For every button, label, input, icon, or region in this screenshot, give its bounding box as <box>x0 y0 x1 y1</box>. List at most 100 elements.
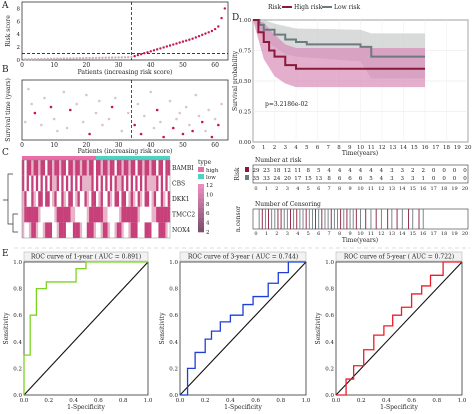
heatmap-cell <box>79 206 83 223</box>
km-xtick: 16 <box>422 145 429 151</box>
risk-score-point <box>136 53 140 57</box>
risk-score-point <box>65 57 69 60</box>
legend-gradient-step <box>198 208 204 214</box>
risk-score-point <box>94 56 98 60</box>
heatmap-cell <box>59 206 62 223</box>
km-xlabel: Time(years) <box>342 150 378 157</box>
heatmap-cell <box>59 160 62 176</box>
heatmap-cell <box>22 206 25 223</box>
panel-label-b: B <box>2 65 9 75</box>
risk-table-cell: 15 <box>305 176 312 182</box>
heatmap-cell <box>109 191 113 207</box>
heatmap-cell <box>93 222 97 238</box>
heatmap-cell <box>100 191 104 207</box>
heatmap-cell <box>135 160 138 176</box>
risk-score-point <box>40 57 43 61</box>
heatmap-cell <box>56 175 60 192</box>
heatmap-cell <box>112 160 115 176</box>
heatmap-cell <box>28 175 32 192</box>
heatmap-cell <box>98 160 101 176</box>
km-line-high-risk <box>253 19 425 70</box>
heatmap-cell <box>84 206 87 223</box>
heatmap-dendrogram <box>3 173 18 233</box>
risk-table-xtick: 18 <box>441 186 447 192</box>
heatmap-cell <box>142 222 145 238</box>
panel-b-xtick: 30 <box>115 142 123 149</box>
heatmap-cell <box>89 191 92 207</box>
risk-table-cell: 3 <box>390 168 394 174</box>
heatmap-cell <box>52 191 55 207</box>
heatmap-cell <box>49 191 53 207</box>
heatmap-cell <box>47 206 50 223</box>
survival-time-point <box>88 132 91 136</box>
censor-xlabel: Time(years) <box>342 237 378 244</box>
heatmap-cell <box>72 206 76 223</box>
survival-time-point <box>197 114 201 118</box>
survival-time-point <box>62 90 66 94</box>
heatmap-cell <box>105 175 108 192</box>
risk-table-xtick: 4 <box>296 186 299 192</box>
heatmap-cell <box>61 222 64 238</box>
heatmap-cell <box>28 222 32 238</box>
heatmap-cell <box>79 191 83 207</box>
roc-diagonal-e5 <box>335 261 463 396</box>
heatmap-cell <box>153 222 157 238</box>
heatmap-cell <box>52 175 55 192</box>
heatmap-cell <box>112 206 115 223</box>
heatmap-cell <box>31 222 34 238</box>
survival-time-point <box>213 117 217 121</box>
roc-ytick-e5: 0.4 <box>325 340 334 346</box>
survival-time-point <box>181 132 185 136</box>
legend-scale-tick: 12 <box>206 183 213 189</box>
km-ytick: 0.75 <box>239 49 252 55</box>
heatmap-cell <box>28 160 32 176</box>
censor-xtick: 4 <box>296 231 299 237</box>
heatmap-cell <box>98 175 101 192</box>
heatmap-type-bar-low <box>96 156 170 160</box>
roc-xtick-e3: 0.4 <box>226 398 235 404</box>
heatmap-cell <box>146 222 150 238</box>
heatmap-cell <box>156 191 159 207</box>
risk-score-point <box>168 44 172 47</box>
heatmap-cell <box>45 206 48 223</box>
heatmap-cell <box>163 160 166 176</box>
heatmap-cell <box>72 160 76 176</box>
legend-high-label: high <box>206 168 219 174</box>
risk-score-point <box>127 55 130 59</box>
risk-score-point <box>139 53 143 56</box>
survival-time-point <box>75 102 79 106</box>
km-xtick: 17 <box>432 145 439 151</box>
km-ytick: 0.50 <box>239 79 252 85</box>
heatmap-cell <box>26 160 30 176</box>
heatmap-cell <box>38 160 41 176</box>
censor-xtick: 15 <box>410 231 416 237</box>
heatmap-cell <box>107 222 111 238</box>
heatmap-cell <box>114 206 118 223</box>
heatmap-cell <box>151 191 155 207</box>
heatmap-cell <box>100 175 104 192</box>
panel-b-ylabel: Survival time (years) <box>5 78 12 142</box>
risk-table-cell: 33 <box>263 176 270 182</box>
roc-ytick-e1: 0.2 <box>13 366 22 372</box>
survival-time-point <box>171 126 175 130</box>
risk-table-cell: 2 <box>411 168 415 174</box>
risk-score-point <box>207 31 210 34</box>
risk-score-point <box>43 57 46 61</box>
heatmap-cell <box>98 191 101 207</box>
risk-score-point <box>69 57 72 60</box>
survival-time-point <box>40 123 43 127</box>
survival-time-point <box>85 93 88 97</box>
heatmap-cell <box>121 191 124 207</box>
risk-score-point <box>85 56 88 60</box>
legend-gradient-step <box>198 198 204 204</box>
survival-time-point <box>49 105 53 109</box>
heatmap-cell <box>121 206 124 223</box>
heatmap-cell <box>47 160 50 176</box>
heatmap-cell <box>165 191 168 207</box>
risk-score-point <box>88 56 91 60</box>
risk-row-high-swatch <box>245 167 249 172</box>
roc-curve-e5 <box>336 261 462 396</box>
km-xtick: 7 <box>327 145 331 151</box>
risk-table-cell: 3 <box>401 176 405 182</box>
